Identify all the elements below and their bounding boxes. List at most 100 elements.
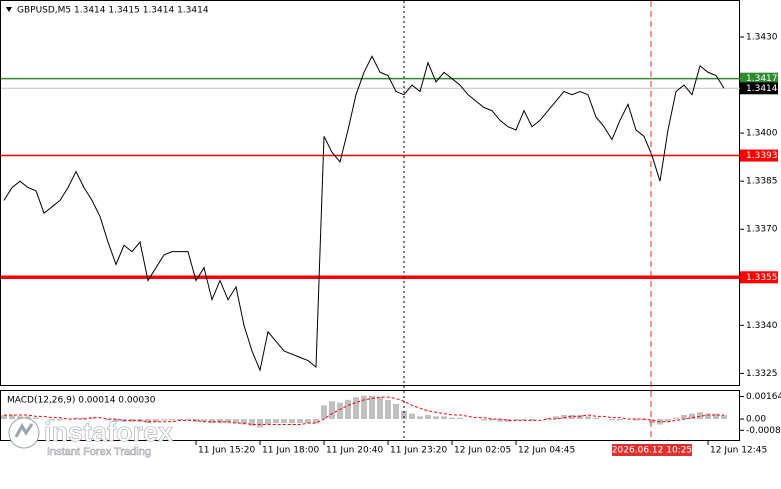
macd-bar (169, 419, 175, 421)
macd-bar (417, 416, 423, 420)
macd-bar (89, 417, 95, 420)
macd-bar (721, 414, 727, 420)
macd-bar (289, 419, 295, 424)
macd-bar (553, 416, 559, 420)
macd-bar (521, 419, 527, 421)
x-tick-label: 12 Jun 12:45 (710, 446, 767, 456)
macd-bar (345, 399, 351, 420)
macd-bar (297, 419, 303, 424)
macd-bar (377, 397, 383, 420)
x-tick-label: 12 Jun 02:05 (454, 446, 511, 456)
macd-bar (177, 419, 183, 421)
macd-bar (649, 419, 655, 424)
macd-bar (321, 405, 327, 420)
y-tick-label: 1.3385 (746, 177, 778, 187)
macd-bar (409, 413, 415, 420)
chart-title: GBPUSD,M5 1.3414 1.3415 1.3414 1.3414 (17, 6, 209, 16)
macd-bar (209, 419, 215, 424)
macd-bar (529, 419, 535, 421)
macd-bar (665, 419, 671, 422)
macd-bar (481, 419, 487, 421)
watermark: instaforex Instant Forex Trading (8, 417, 173, 458)
macd-bar (329, 401, 335, 420)
watermark-logo-mark (14, 422, 34, 438)
macd-bar (353, 397, 359, 420)
macd-bar (705, 413, 711, 420)
y-tick-label: 1.3400 (746, 129, 778, 139)
macd-bar (569, 414, 575, 420)
watermark-logo (8, 417, 40, 449)
x-tick-label: 11 Jun 20:40 (326, 446, 383, 456)
macd-bar (633, 419, 639, 421)
macd-bar (105, 419, 111, 421)
y-tick-label: 0.00164 (746, 392, 781, 402)
macd-bar (305, 419, 311, 424)
y-tick-label: 1.3370 (746, 225, 778, 235)
macd-bar (617, 419, 623, 421)
macd-bar (593, 417, 599, 420)
macd-bar (49, 419, 55, 421)
y-tick-label: 1.3340 (746, 321, 778, 331)
macd-bar (697, 412, 703, 420)
x-tick-label: 11 Jun 23:20 (390, 446, 447, 456)
y-tick-label: 1.3325 (746, 369, 778, 379)
level-label: 1.3417 (746, 74, 778, 84)
cursor-label-box (612, 444, 692, 456)
macd-bar (425, 414, 431, 420)
macd-bar (609, 419, 615, 421)
macd-bar (505, 419, 511, 422)
macd-bar (513, 419, 519, 421)
macd-bar (25, 416, 31, 420)
macd-bar (313, 419, 319, 424)
macd-bar (449, 417, 455, 420)
macd-bar (57, 419, 63, 421)
y-tick-label: 0.00 (746, 415, 766, 425)
macd-bar (129, 419, 135, 422)
macd-bar (673, 417, 679, 420)
x-tick-label: 11 Jun 18:00 (262, 446, 319, 456)
macd-bar (33, 417, 39, 420)
macd-bar (561, 414, 567, 420)
macd-bar (201, 419, 207, 422)
macd-bar (241, 419, 247, 425)
plot-layer: 1.34301.34151.34001.33851.33701.33551.33… (1, 33, 781, 436)
macd-bar (577, 414, 583, 420)
price-line (3, 55, 725, 372)
level-label: 1.3393 (746, 151, 778, 161)
macd-panel-frame (0, 390, 740, 441)
current-price-label: 1.3414 (746, 84, 778, 94)
level-label-box (740, 271, 778, 284)
macd-bar (73, 417, 79, 420)
macd-bar (281, 419, 287, 424)
level-label-box (740, 72, 778, 85)
macd-bar (249, 419, 255, 426)
macd-bar (401, 410, 407, 420)
price-panel-frame (0, 0, 740, 386)
macd-bar (185, 419, 191, 421)
macd-bar (545, 417, 551, 420)
macd-bar (441, 416, 447, 420)
symbol-icon (6, 7, 12, 12)
watermark-brand: instaforex (44, 417, 173, 447)
macd-bar (1, 414, 7, 420)
macd-bar (337, 402, 343, 420)
level-label-box (740, 149, 778, 162)
macd-title: MACD(12,26,9) 0.00014 0.00030 (7, 396, 156, 406)
y-tick-label: -0.00082 (746, 426, 781, 436)
macd-bar (257, 419, 263, 428)
macd-bar (233, 419, 239, 424)
macd-bar (681, 414, 687, 420)
macd-bar (81, 417, 87, 420)
macd-bar (361, 395, 367, 420)
current-price-box (740, 82, 778, 95)
macd-bar (225, 419, 231, 424)
x-tick-label: 12 Jun 04:45 (518, 446, 575, 456)
macd-bar (713, 413, 719, 420)
macd-bar (497, 419, 503, 422)
macd-bar (17, 416, 23, 420)
macd-bar (369, 395, 375, 420)
y-tick-label: 1.3430 (746, 33, 778, 43)
macd-bar (641, 419, 647, 421)
macd-bar (433, 416, 439, 420)
macd-bar (393, 403, 399, 420)
